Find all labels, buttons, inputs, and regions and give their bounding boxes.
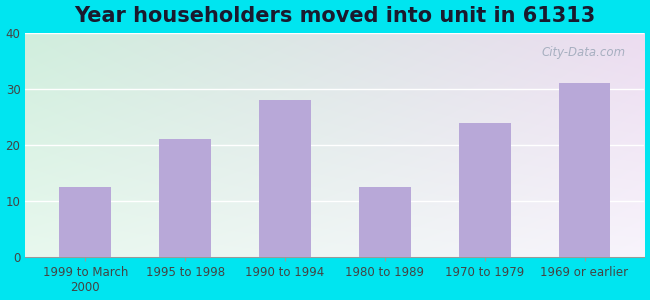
Text: City-Data.com: City-Data.com <box>541 46 626 59</box>
Bar <box>259 100 311 257</box>
Bar <box>459 123 511 257</box>
Bar <box>159 140 211 257</box>
Bar <box>59 187 111 257</box>
Bar <box>359 187 411 257</box>
Title: Year householders moved into unit in 61313: Year householders moved into unit in 613… <box>74 6 595 26</box>
Bar <box>558 83 610 257</box>
